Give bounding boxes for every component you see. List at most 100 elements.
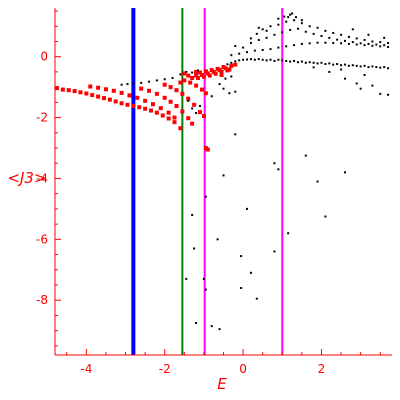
- data-point-s2-157: [191, 213, 194, 216]
- x-tick-label-3: 0: [239, 362, 247, 376]
- data-point-s1-46: [174, 88, 179, 93]
- data-point-s2-60: [367, 66, 370, 69]
- data-point-s1-77: [182, 71, 187, 76]
- data-point-s1-13: [125, 102, 130, 107]
- data-point-s2-79: [332, 42, 335, 45]
- data-point-s2-72: [277, 46, 280, 49]
- data-point-s2-67: [238, 52, 241, 55]
- data-point-s2-73: [285, 45, 288, 48]
- data-point-s2-97: [320, 35, 323, 38]
- data-point-s2-128: [291, 12, 294, 15]
- data-point-s2-144: [379, 92, 382, 95]
- data-point-s1-73: [203, 69, 208, 74]
- data-point-s2-9: [179, 73, 182, 76]
- tick-labels: -4 -2 0 2 0 -2 -4 -6 -8: [36, 50, 325, 376]
- data-point-s1-43: [190, 121, 195, 126]
- data-point-s2-27: [238, 59, 241, 62]
- data-point-s2-114: [324, 29, 327, 32]
- data-point-s2-58: [359, 65, 362, 68]
- data-point-s2-11: [191, 71, 194, 74]
- data-point-s2-101: [351, 41, 354, 44]
- data-point-s2-146: [340, 68, 343, 71]
- data-point-s1-23: [88, 84, 93, 89]
- y-tick-label-5: -8: [36, 293, 48, 307]
- data-point-s2-172: [204, 288, 207, 291]
- data-point-s1-67: [201, 74, 206, 79]
- data-point-s2-156: [316, 180, 319, 183]
- data-point-s2-43: [300, 60, 303, 63]
- data-point-s2-96: [312, 32, 315, 35]
- data-point-s2-81: [347, 42, 350, 45]
- data-point-s2-90: [265, 36, 268, 39]
- data-point-s1-78: [186, 73, 191, 78]
- data-point-s2-149: [273, 162, 276, 165]
- data-point-s1-41: [180, 109, 185, 114]
- data-point-s2-50: [328, 62, 331, 65]
- data-point-s2-171: [218, 328, 221, 331]
- data-point-s2-59: [363, 64, 366, 67]
- data-point-s2-30: [249, 58, 252, 61]
- data-point-s2-37: [277, 58, 280, 61]
- data-point-s2-93: [289, 28, 292, 31]
- data-point-s1-35: [139, 86, 144, 91]
- data-point-s2-57: [355, 64, 358, 67]
- data-point-s1-25: [103, 87, 108, 92]
- data-point-s2-39: [285, 59, 288, 62]
- data-point-s2-34: [265, 59, 268, 62]
- data-point-s1-21: [172, 120, 177, 125]
- data-point-s1-48: [186, 96, 191, 101]
- data-point-s2-109: [285, 20, 288, 23]
- data-point-s2-138: [312, 66, 315, 69]
- data-point-s1-26: [111, 88, 116, 93]
- data-point-s1-81: [219, 72, 224, 77]
- data-point-s2-54: [343, 63, 346, 66]
- y-axis-label: <J3>: [7, 169, 46, 187]
- data-point-s1-38: [162, 95, 167, 100]
- data-point-s2-17: [210, 95, 213, 98]
- data-point-s1-69: [213, 71, 218, 76]
- data-point-s2-169: [195, 322, 198, 325]
- data-point-s2-82: [355, 43, 358, 46]
- data-point-s2-61: [371, 65, 374, 68]
- data-point-s1-39: [168, 99, 173, 104]
- data-point-s2-162: [273, 250, 276, 253]
- data-point-s2-86: [387, 45, 390, 48]
- data-point-s1-56: [203, 91, 208, 96]
- data-point-s1-19: [160, 113, 165, 118]
- data-point-s2-139: [328, 70, 331, 73]
- data-point-s2-44: [304, 61, 307, 64]
- data-points: [54, 12, 390, 331]
- data-point-s1-57: [194, 73, 199, 78]
- data-point-s2-95: [304, 30, 307, 33]
- data-point-s2-42: [296, 61, 299, 64]
- data-point-s2-33: [261, 58, 264, 61]
- data-point-s2-22: [195, 112, 198, 115]
- data-point-s2-23: [198, 105, 201, 108]
- data-point-s2-1: [120, 83, 123, 86]
- data-point-s2-46: [312, 61, 315, 64]
- x-tick-label-4: 2: [318, 362, 326, 376]
- data-point-s2-47: [316, 62, 319, 65]
- data-point-s2-66: [230, 54, 233, 57]
- data-point-s2-35: [269, 58, 272, 61]
- data-point-s2-2: [126, 83, 129, 86]
- data-point-s2-167: [240, 287, 243, 290]
- data-point-s2-105: [383, 44, 386, 47]
- data-point-s1-7: [90, 93, 95, 98]
- data-point-s2-100: [343, 39, 346, 42]
- data-point-s2-107: [269, 25, 272, 28]
- data-point-s1-76: [221, 65, 226, 70]
- data-point-s2-154: [246, 207, 249, 210]
- data-point-s2-28: [242, 58, 245, 61]
- y-tick-label-4: -6: [36, 232, 48, 246]
- data-point-s2-21: [191, 107, 194, 110]
- data-point-s2-4: [140, 81, 143, 84]
- data-point-s1-64: [233, 62, 238, 67]
- data-point-s1-52: [182, 78, 187, 83]
- data-point-s2-159: [287, 232, 290, 235]
- data-point-s1-24: [96, 85, 101, 90]
- data-point-s2-84: [371, 44, 374, 47]
- data-point-s1-42: [186, 116, 191, 121]
- data-point-s1-20: [166, 116, 171, 121]
